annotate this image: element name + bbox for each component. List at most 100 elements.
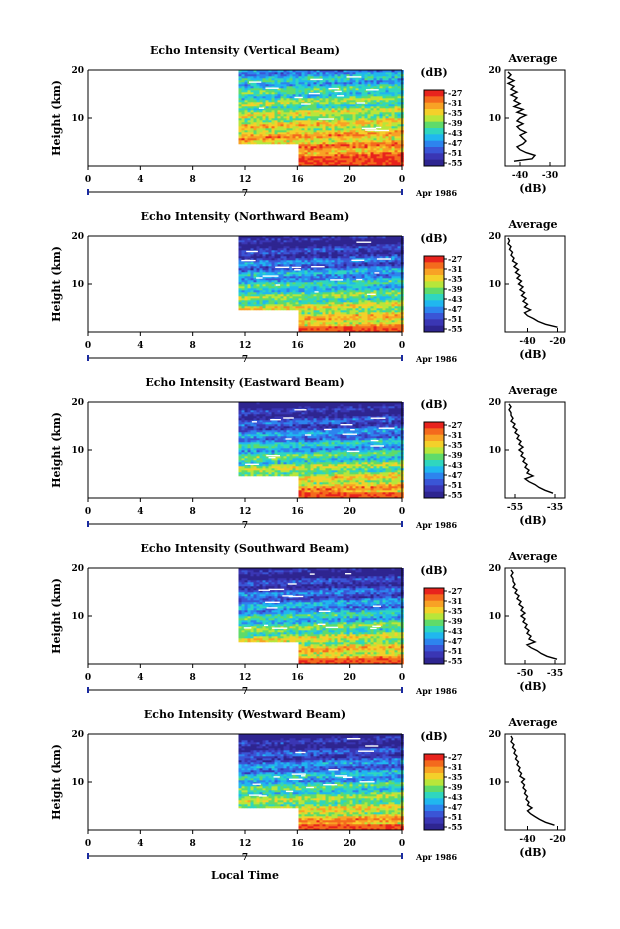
heatmap-cell: [358, 134, 362, 137]
heatmap-cell: [364, 266, 368, 269]
heatmap-cell: [250, 84, 254, 87]
heatmap-cell: [310, 150, 314, 153]
heatmap-cell: [397, 70, 401, 73]
heatmap-cell: [307, 158, 311, 161]
heatmap-cell: [334, 164, 338, 167]
heatmap-cell: [331, 94, 335, 97]
heatmap-cell: [388, 146, 392, 149]
heatmap-cell: [352, 134, 356, 137]
heatmap-cell: [397, 290, 401, 293]
heatmap-cell: [238, 300, 242, 303]
heatmap-cell: [265, 294, 269, 297]
heatmap-cell: [322, 128, 326, 131]
heatmap-cell: [238, 296, 242, 299]
heatmap-cell: [391, 318, 395, 321]
heatmap-cell: [382, 264, 386, 267]
heatmap-cell: [382, 300, 386, 303]
heatmap-cell: [343, 148, 347, 151]
heatmap-cell: [391, 70, 395, 73]
heatmap-cell: [358, 146, 362, 149]
heatmap-cell: [349, 112, 353, 115]
heatmap-cell: [319, 160, 323, 163]
heatmap-cell: [241, 306, 245, 309]
heatmap-cell: [394, 300, 398, 303]
heatmap-cell: [304, 254, 308, 257]
missing-data-streak: [265, 87, 279, 89]
heatmap-cell: [271, 262, 275, 265]
heatmap-cell: [283, 80, 287, 83]
heatmap-cell: [280, 104, 284, 107]
heatmap-cell: [241, 268, 245, 271]
heatmap-cell: [304, 266, 308, 269]
heatmap-cell: [370, 274, 374, 277]
heatmap-cell: [283, 112, 287, 115]
heatmap-cell: [301, 276, 305, 279]
heatmap-cell: [283, 286, 287, 289]
heatmap-cell: [328, 242, 332, 245]
heatmap-cell: [289, 130, 293, 133]
profile-x-tick-label: -40: [512, 171, 528, 181]
heatmap-cell: [361, 134, 365, 137]
heatmap-cell: [283, 76, 287, 79]
heatmap-cell: [334, 302, 338, 305]
heatmap-cell: [307, 280, 311, 283]
heatmap-cell: [253, 280, 257, 283]
heatmap-cell: [343, 78, 347, 81]
heatmap-cell: [349, 140, 353, 143]
heatmap-cell: [274, 262, 278, 265]
heatmap-cell: [394, 270, 398, 273]
heatmap-cell: [325, 80, 329, 83]
heatmap-cell: [343, 84, 347, 87]
heatmap-cell: [361, 314, 365, 317]
heatmap-cell: [319, 312, 323, 315]
heatmap-cell: [271, 92, 275, 95]
heatmap-cell: [244, 86, 248, 89]
heatmap-cell: [337, 136, 341, 139]
heatmap-cell: [280, 122, 284, 125]
heatmap-cell: [310, 148, 314, 151]
heatmap-cell: [370, 98, 374, 101]
heatmap-cell: [361, 156, 365, 159]
heatmap-cell: [370, 94, 374, 97]
heatmap-cell: [337, 114, 341, 117]
heatmap-cell: [259, 240, 263, 243]
heatmap-cell: [352, 326, 356, 329]
heatmap-cell: [313, 82, 317, 85]
heatmap-cell: [310, 98, 314, 101]
heatmap-cell: [310, 300, 314, 303]
heatmap-cell: [274, 118, 278, 121]
heatmap-cell: [274, 108, 278, 111]
heatmap-cell: [325, 122, 329, 125]
heatmap-cell: [397, 88, 401, 91]
heatmap-cell: [355, 154, 359, 157]
heatmap-cell: [310, 240, 314, 243]
heatmap-cell: [301, 298, 305, 301]
heatmap-cell: [373, 260, 377, 263]
heatmap-cell: [298, 312, 302, 315]
heatmap-cell: [283, 264, 287, 267]
colorbar-tick-label: -47: [448, 138, 462, 148]
heatmap-cell: [361, 310, 365, 313]
heatmap-cell: [331, 240, 335, 243]
heatmap-cell: [280, 110, 284, 113]
heatmap-cell: [289, 106, 293, 109]
heatmap-cell: [397, 286, 401, 289]
heatmap-cell: [316, 324, 320, 327]
heatmap-cell: [343, 86, 347, 89]
heatmap-cell: [328, 110, 332, 113]
heatmap-cell: [385, 164, 389, 167]
heatmap-cell: [298, 244, 302, 247]
heatmap-cell: [256, 252, 260, 255]
heatmap-cell: [331, 312, 335, 315]
heatmap-cell: [349, 130, 353, 133]
heatmap-cell: [247, 120, 251, 123]
heatmap-cell: [343, 322, 347, 325]
heatmap-cell: [385, 278, 389, 281]
heatmap-cell: [343, 266, 347, 269]
heatmap-cell: [379, 286, 383, 289]
heatmap-cell: [307, 84, 311, 87]
heatmap-cell: [322, 144, 326, 147]
heatmap-cell: [310, 268, 314, 271]
heatmap-cell: [265, 108, 269, 111]
heatmap-cell: [385, 318, 389, 321]
